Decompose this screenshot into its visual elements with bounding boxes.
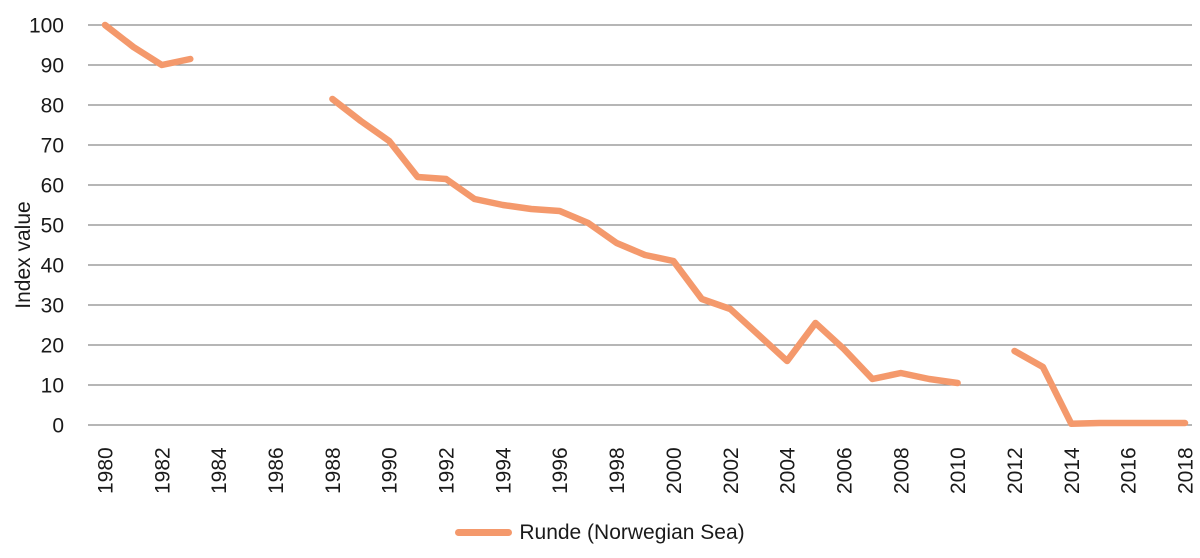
y-axis-tick-labels: 0 10 20 30 40 50 60 70 80 90 100 [29, 15, 64, 438]
x-tick-label: 2000 [663, 447, 686, 494]
x-tick-label: 2016 [1118, 447, 1141, 494]
x-tick-label: 2004 [777, 447, 800, 494]
series-layer [101, 21, 1189, 428]
x-tick-label: 2014 [1061, 447, 1084, 494]
y-tick-label: 20 [41, 335, 64, 358]
y-tick-label: 30 [41, 295, 64, 318]
x-tick-label: 1982 [151, 447, 174, 494]
x-tick-label: 1980 [95, 447, 118, 494]
y-tick-label: 0 [52, 415, 64, 438]
series-line-segment [101, 21, 194, 69]
legend-line-swatch [455, 528, 513, 536]
x-tick-label: 2002 [720, 447, 743, 494]
x-tick-label: 2008 [890, 447, 913, 494]
y-axis-title: Index value [12, 201, 35, 308]
x-tick-label: 1986 [265, 447, 288, 494]
y-tick-label: 50 [41, 215, 64, 238]
x-tick-label: 1988 [322, 447, 345, 494]
x-tick-label: 1984 [208, 447, 231, 494]
x-tick-label: 2006 [833, 447, 856, 494]
y-tick-label: 70 [41, 135, 64, 158]
x-tick-label: 1996 [549, 447, 572, 494]
x-tick-label: 2010 [947, 447, 970, 494]
x-tick-label: 1998 [606, 447, 629, 494]
y-tick-label: 10 [41, 375, 64, 398]
x-tick-label: 2012 [1004, 447, 1027, 494]
series-line-segment [329, 95, 961, 387]
legend-label: Runde (Norwegian Sea) [519, 520, 745, 544]
y-tick-label: 90 [41, 55, 64, 78]
x-axis-tick-labels: 1980 1982 1984 1986 1988 1990 1992 1994 1996 1998… [95, 447, 1198, 494]
series-line-segment [1011, 347, 1189, 428]
x-tick-label: 1994 [492, 447, 515, 494]
x-tick-label: 1990 [379, 447, 402, 494]
y-tick-label: 60 [41, 175, 64, 198]
gridlines-layer [88, 24, 1192, 426]
y-tick-label: 40 [41, 255, 64, 278]
legend: Runde (Norwegian Sea) [0, 518, 1200, 546]
y-tick-label: 100 [29, 15, 64, 38]
x-tick-label: 2018 [1175, 447, 1198, 494]
x-tick-label: 1992 [436, 447, 459, 494]
y-tick-label: 80 [41, 95, 64, 118]
